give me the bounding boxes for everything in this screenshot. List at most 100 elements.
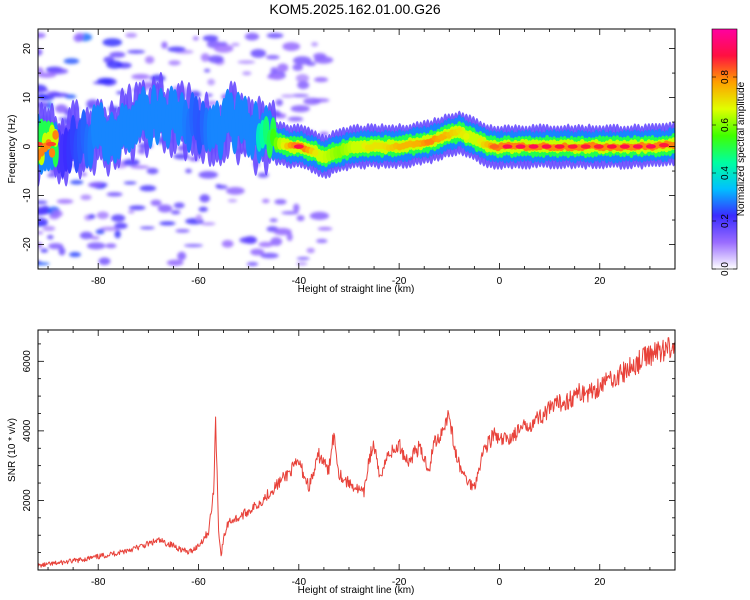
heatmap-x-tick-label: 0	[497, 276, 503, 287]
heatmap-cell	[86, 242, 106, 250]
heatmap-cell	[463, 133, 470, 140]
heatmap-cell	[79, 231, 93, 240]
snr-x-tick-label: 0	[497, 577, 503, 588]
heatmap-cell	[313, 52, 327, 60]
heatmap-cell	[303, 97, 321, 105]
heatmap-peak	[293, 144, 304, 149]
heatmap-cell	[102, 38, 122, 47]
heatmap-cell	[159, 221, 176, 226]
heatmap-cell	[38, 48, 43, 56]
heatmap-cell	[270, 67, 279, 74]
heatmap-cell	[40, 248, 49, 253]
heatmap-cell	[177, 251, 187, 261]
heatmap-cell	[167, 46, 186, 53]
heatmap-cell	[250, 48, 267, 58]
heatmap-cell	[286, 232, 293, 242]
heatmap-cell	[150, 199, 162, 207]
heatmap-cell	[38, 32, 46, 39]
heatmap-cell	[200, 222, 216, 226]
heatmap-cell	[282, 42, 301, 51]
heatmap-cell	[250, 248, 265, 256]
snr-x-tick-label: 20	[594, 577, 606, 588]
heatmap-cell	[144, 55, 155, 64]
heatmap-cell	[128, 205, 146, 211]
snr-x-axis-label: Height of straight line (km)	[298, 585, 415, 596]
heatmap-peak	[515, 144, 526, 149]
colorbar-label: Normalized spectral amplitude	[736, 81, 747, 216]
heatmap-cell	[38, 242, 43, 249]
heatmap-cell	[242, 71, 252, 76]
heatmap-cell	[266, 32, 284, 39]
heatmap-cell	[290, 105, 310, 113]
snr-ticks: -80 -60 -40 -20 0 20 2000 4000 6000	[22, 330, 676, 588]
snr-series-line	[38, 337, 675, 569]
heatmap-x-tick-label: -20	[392, 276, 407, 287]
heatmap-cell	[88, 214, 96, 219]
heatmap-frame	[37, 28, 676, 270]
heatmap-y-tick-label: -20	[22, 237, 33, 252]
heatmap-cell	[312, 149, 319, 157]
heatmap-cell	[215, 184, 222, 188]
heatmap-cell	[275, 99, 283, 107]
heatmap-cell	[296, 215, 305, 222]
colorbar-tick-label: 0.8	[720, 70, 731, 84]
heatmap-cell	[161, 41, 168, 49]
heatmap-cell	[38, 72, 57, 78]
heatmap-cell	[109, 51, 126, 58]
heatmap-cell	[202, 35, 219, 42]
heatmap-cell	[295, 73, 310, 83]
heatmap-cell	[297, 81, 310, 90]
heatmap-peak	[541, 144, 552, 149]
heatmap-cell	[48, 242, 64, 250]
heatmap-cell	[146, 167, 159, 175]
heatmap-peak	[554, 144, 565, 149]
heatmap-cell	[175, 228, 190, 233]
colorbar-scale	[711, 28, 738, 270]
heatmap-cell	[670, 142, 675, 149]
heatmap-cell	[38, 67, 44, 75]
heatmap-y-tick-label: 10	[22, 92, 33, 104]
heatmap-cell	[58, 247, 66, 256]
heatmap-cell	[127, 210, 135, 214]
heatmap-cell	[127, 49, 146, 54]
heatmap-peak	[398, 143, 409, 149]
heatmap-cell	[97, 77, 113, 85]
heatmap-y-axis-label: Frequency (Hz)	[7, 115, 18, 184]
heatmap-cell	[258, 241, 274, 248]
heatmap-cell	[277, 63, 289, 73]
heatmap-cell	[80, 172, 87, 177]
heatmap-cell	[198, 206, 208, 212]
heatmap-cell	[114, 222, 128, 230]
heatmap-cell	[173, 202, 185, 209]
heatmap-x-tick-label: 20	[594, 276, 606, 287]
heatmap-cell	[208, 55, 224, 64]
heatmap-cell	[270, 237, 283, 246]
heatmap-peak	[632, 144, 643, 149]
heatmap-marks	[38, 32, 675, 267]
heatmap-cell	[192, 36, 199, 41]
heatmap-cell	[265, 55, 280, 60]
heatmap-cell	[98, 257, 111, 266]
colorbar-tick-label: 0.6	[720, 118, 731, 132]
heatmap-cell	[48, 148, 56, 158]
heatmap-cell	[296, 262, 308, 266]
heatmap-cell	[168, 60, 181, 66]
heatmap-cell	[87, 182, 103, 187]
heatmap-cell	[195, 214, 203, 222]
heatmap-cell	[261, 198, 270, 204]
heatmap-cell	[139, 185, 157, 192]
snr-y-tick-label: 6000	[22, 350, 33, 373]
heatmap-cell	[69, 251, 82, 258]
heatmap-peak	[619, 144, 630, 149]
heatmap-cell	[200, 53, 210, 62]
heatmap-cell	[311, 42, 319, 47]
snr-plot-area	[38, 330, 675, 570]
heatmap-cell	[170, 210, 181, 215]
heatmap-peak	[580, 144, 591, 149]
heatmap-cell	[293, 56, 312, 65]
heatmap-peak	[46, 141, 57, 147]
heatmap-cell	[80, 194, 92, 201]
heatmap-cell	[131, 73, 151, 80]
heatmap-peak	[489, 144, 500, 149]
heatmap-peak	[502, 144, 513, 149]
